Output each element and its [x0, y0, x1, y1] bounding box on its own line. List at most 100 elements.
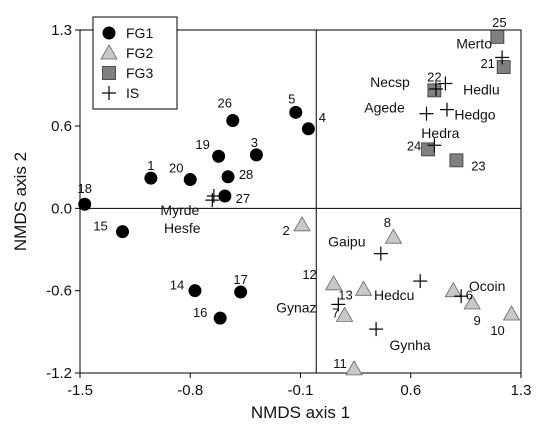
- point-marker-is: [419, 106, 434, 121]
- species-label: Gynha: [389, 337, 430, 353]
- species-label: Myrde: [160, 202, 199, 218]
- site-label: 7: [332, 305, 339, 320]
- point-marker-fg2: [345, 360, 363, 376]
- x-tick-label: -0.8: [177, 382, 203, 399]
- species-label: Hesfe: [164, 220, 201, 236]
- site-label: 3: [251, 135, 258, 150]
- species-label: Gaipu: [328, 234, 365, 250]
- point-marker-is: [369, 322, 384, 337]
- point-marker-is: [413, 274, 428, 289]
- point-marker-is: [495, 50, 510, 65]
- point-marker-fg3: [449, 153, 464, 168]
- point-marker-fg1: [289, 105, 303, 119]
- point-marker-is: [454, 289, 469, 304]
- point-marker-is: [205, 193, 220, 208]
- point-marker-fg1: [301, 122, 315, 136]
- point-marker-fg1: [213, 311, 227, 325]
- point-marker-fg1: [249, 148, 263, 162]
- species-label: Hedgo: [454, 107, 495, 123]
- species-label: Hedra: [421, 125, 459, 141]
- point-marker-is: [439, 102, 454, 117]
- point-marker-fg1: [144, 171, 158, 185]
- point-marker-fg1: [188, 284, 202, 298]
- species-label: Ocoin: [469, 278, 506, 294]
- y-tick-label: 0.6: [51, 118, 72, 135]
- site-label: 28: [239, 167, 253, 182]
- point-marker-fg3: [102, 66, 116, 80]
- x-tick-label: -0.1: [288, 382, 314, 399]
- point-marker-fg3: [490, 29, 505, 44]
- legend-entry-fg1: FG1: [126, 25, 153, 41]
- site-label: 8: [384, 215, 391, 230]
- site-label: 2: [282, 223, 289, 238]
- point-marker-fg2: [444, 281, 462, 298]
- site-label: 15: [93, 219, 107, 234]
- site-label: 14: [170, 278, 184, 293]
- axis-ticks: -1.5 -0.8 -0.1 0.6 1.3 -1.2 -0.6 0.0 0.6 1.3: [46, 22, 531, 399]
- site-label: 26: [218, 96, 232, 111]
- x-tick-label: 1.3: [511, 382, 532, 399]
- legend-entry-is: IS: [126, 85, 139, 101]
- y-axis-title: NMDS axis 2: [11, 152, 30, 251]
- legend-entry-fg2: FG2: [126, 45, 153, 61]
- point-marker-fg3: [427, 83, 442, 98]
- point-marker-is: [427, 138, 442, 153]
- y-tick-label: -1.2: [46, 365, 72, 382]
- point-marker-fg2: [335, 306, 354, 322]
- site-label: 21: [480, 56, 494, 71]
- site-label: 1: [147, 158, 154, 173]
- site-label: 12: [302, 267, 316, 282]
- site-label: 20: [169, 161, 183, 176]
- point-marker-is: [438, 76, 453, 91]
- site-label: 23: [471, 158, 485, 173]
- point-marker-is: [206, 189, 221, 204]
- site-label: 13: [338, 287, 352, 302]
- point-labels: 1345141516171819202627282678910111213212…: [77, 15, 506, 371]
- point-marker-fg2: [502, 305, 521, 321]
- x-tick-label: -1.5: [67, 382, 93, 399]
- point-marker-fg2: [463, 294, 481, 310]
- point-marker-fg2: [100, 44, 118, 60]
- point-marker-fg1: [116, 225, 130, 239]
- species-label: Gynaz: [276, 299, 316, 315]
- site-label: 24: [407, 138, 421, 153]
- point-marker-is: [102, 86, 116, 100]
- point-marker-fg1: [78, 197, 92, 211]
- site-label: 5: [288, 91, 295, 106]
- site-label: 16: [193, 305, 207, 320]
- site-label: 22: [427, 69, 441, 84]
- site-label: 11: [333, 356, 347, 371]
- site-label: 9: [474, 313, 481, 328]
- point-marker-fg2: [384, 228, 403, 244]
- point-marker-fg2: [354, 280, 373, 296]
- species-label: Agede: [364, 100, 405, 116]
- site-label: 18: [77, 181, 91, 196]
- point-marker-is: [331, 297, 346, 312]
- site-label: 27: [236, 191, 250, 206]
- species-label: Merto: [456, 35, 492, 51]
- data-points: [78, 29, 521, 376]
- point-marker-fg1: [221, 170, 235, 184]
- x-axis-title: NMDS axis 1: [251, 403, 350, 422]
- species-label: Hedcu: [374, 287, 414, 303]
- site-label: 10: [490, 323, 504, 338]
- site-label: 6: [466, 288, 473, 303]
- species-label: Hedlu: [463, 82, 500, 98]
- point-marker-fg1: [226, 114, 240, 128]
- point-marker-fg2: [293, 216, 311, 232]
- point-marker-fg1: [102, 26, 116, 40]
- site-label: 19: [195, 137, 209, 152]
- y-tick-label: -0.6: [46, 283, 72, 300]
- point-marker-fg3: [496, 60, 511, 74]
- point-marker-is: [373, 246, 388, 261]
- point-marker-fg1: [212, 149, 226, 163]
- y-tick-label: 1.3: [51, 22, 72, 39]
- point-marker-fg1: [218, 189, 232, 203]
- species-label: Necsp: [370, 74, 410, 90]
- point-marker-fg2: [324, 275, 343, 291]
- legend-entry-fg3: FG3: [126, 65, 153, 81]
- site-label: 17: [233, 272, 247, 287]
- site-label: 4: [319, 110, 326, 125]
- point-marker-is: [428, 81, 443, 96]
